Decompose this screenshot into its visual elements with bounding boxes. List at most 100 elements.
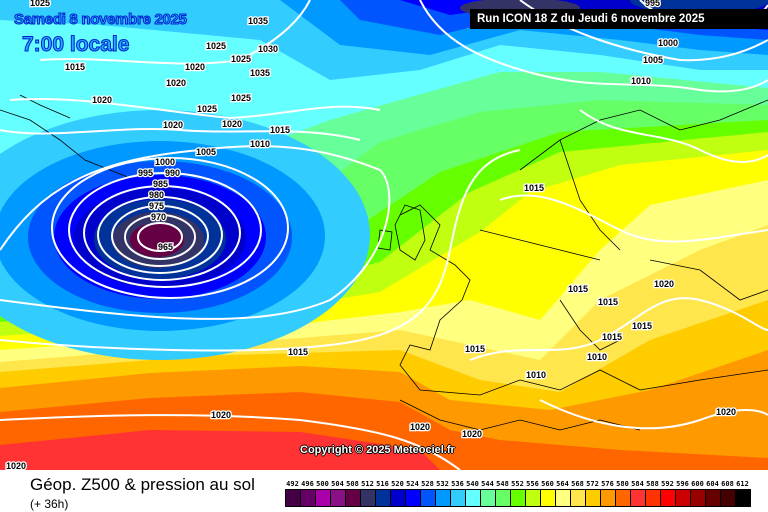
map-title: Géop. Z500 & pression au sol — [30, 475, 255, 494]
isobar-label: 1000 — [155, 157, 175, 167]
legend-swatch — [330, 489, 345, 507]
isobar — [539, 399, 768, 430]
isobar-label: 1025 — [30, 0, 50, 8]
isobar-label: 1010 — [587, 352, 607, 362]
isobar-label: 1035 — [248, 16, 268, 26]
isobar-label: 1010 — [526, 370, 546, 380]
isobar — [9, 98, 381, 120]
legend-label: 504 — [331, 480, 344, 488]
isobar-label: 995 — [645, 0, 660, 8]
low-center-label: 965 — [158, 242, 173, 252]
legend-swatch — [315, 489, 330, 507]
footer: Géop. Z500 & pression au sol (+ 36h) 492… — [0, 470, 768, 512]
legend-label: 560 — [541, 480, 554, 488]
legend-swatch — [705, 489, 720, 507]
legend-swatch — [690, 489, 705, 507]
isobar — [83, 185, 241, 281]
legend-label: 524 — [406, 480, 419, 488]
legend-label: 516 — [376, 480, 389, 488]
isobar — [0, 145, 391, 320]
legend-label: 520 — [391, 480, 404, 488]
legend-swatch — [345, 489, 360, 507]
isobar-label: 1015 — [602, 332, 622, 342]
legend-label: 496 — [301, 480, 314, 488]
isobar-label: 980 — [149, 190, 164, 200]
forecast-time: 7:00 locale — [21, 33, 130, 57]
legend-label: 544 — [481, 480, 494, 488]
isobar-label: 1025 — [231, 93, 251, 103]
copyright: Copyright © 2025 Meteociel.fr — [300, 444, 455, 456]
legend-swatch — [540, 489, 555, 507]
legend-swatch — [615, 489, 630, 507]
isobar-label: 1015 — [524, 183, 544, 193]
isobar-label: 1015 — [632, 321, 652, 331]
isobar-label: 975 — [149, 201, 164, 211]
legend-label: 588 — [646, 480, 659, 488]
isobar-label: 1015 — [65, 62, 85, 72]
legend-label: 528 — [421, 480, 434, 488]
legend-label: 608 — [721, 480, 734, 488]
legend-swatch — [375, 489, 390, 507]
isobar — [137, 222, 183, 252]
color-legend: 492 496 500 504 508 512 516 520 524 528 532 536 540 5… — [285, 480, 751, 510]
isobar-label: 1025 — [197, 104, 217, 114]
isobar-label: 1005 — [643, 55, 663, 65]
isobar-label: 990 — [165, 168, 180, 178]
isobar-label: 1000 — [658, 38, 678, 48]
legend-label: 584 — [631, 480, 644, 488]
legend-swatch — [300, 489, 315, 507]
isobar — [51, 157, 289, 299]
isobar — [419, 0, 768, 93]
legend-label: 500 — [316, 480, 329, 488]
isobar-label: 1020 — [222, 119, 242, 129]
isobar-label: 1020 — [716, 407, 736, 417]
legend-swatch — [390, 489, 405, 507]
isobar-labels: 1025 1035 1015 1025 1030 1020 1025 1035 … — [5, 0, 738, 470]
forecast-lead-time: (+ 36h) — [30, 497, 69, 511]
isobar — [68, 172, 262, 288]
isobar-label: 1020 — [6, 461, 26, 470]
isobar-label: 1020 — [166, 78, 186, 88]
isobar — [111, 205, 209, 267]
isobar — [0, 149, 521, 352]
isobar-label: 1015 — [465, 344, 485, 354]
isobar-label: 1005 — [196, 147, 216, 157]
legend-label: 572 — [586, 480, 599, 488]
legend-label: 508 — [346, 480, 359, 488]
legend-label: 592 — [661, 480, 674, 488]
legend-label: 612 — [736, 480, 749, 488]
isobar — [124, 214, 196, 260]
legend-swatch — [435, 489, 450, 507]
legend-swatch — [285, 489, 300, 507]
coastline-africa — [399, 399, 641, 431]
isobar-label: 1020 — [654, 279, 674, 289]
legend-swatch — [630, 489, 645, 507]
legend-swatch — [420, 489, 435, 507]
isobar-label: 1025 — [231, 54, 251, 64]
isobar-label: 995 — [138, 168, 153, 178]
legend-swatch — [495, 489, 510, 507]
legend-swatch — [555, 489, 570, 507]
isobar — [97, 196, 223, 274]
legend-label: 540 — [466, 480, 479, 488]
legend-swatch — [405, 489, 420, 507]
model-run-label: Run ICON 18 Z du Jeudi 6 novembre 2025 — [470, 9, 768, 29]
isobar-label: 1020 — [410, 422, 430, 432]
legend-label: 576 — [601, 480, 614, 488]
isobar-label: 1030 — [258, 44, 278, 54]
isobar-label: 1025 — [206, 41, 226, 51]
isobar-label: 1020 — [163, 120, 183, 130]
isobar-label: 1010 — [250, 139, 270, 149]
legend-swatch — [360, 489, 375, 507]
isobar — [39, 0, 311, 65]
legend-swatch — [465, 489, 480, 507]
legend-swatch — [480, 489, 495, 507]
legend-label: 532 — [436, 480, 449, 488]
isobar — [0, 414, 461, 470]
isobar-label: 1020 — [211, 410, 231, 420]
weather-map: 1025 1035 1015 1025 1030 1020 1025 1035 … — [0, 0, 768, 470]
legend-swatch — [585, 489, 600, 507]
isobar-label: 1020 — [462, 429, 482, 439]
isobar-label: 1015 — [568, 284, 588, 294]
isobar-label: 1020 — [185, 62, 205, 72]
